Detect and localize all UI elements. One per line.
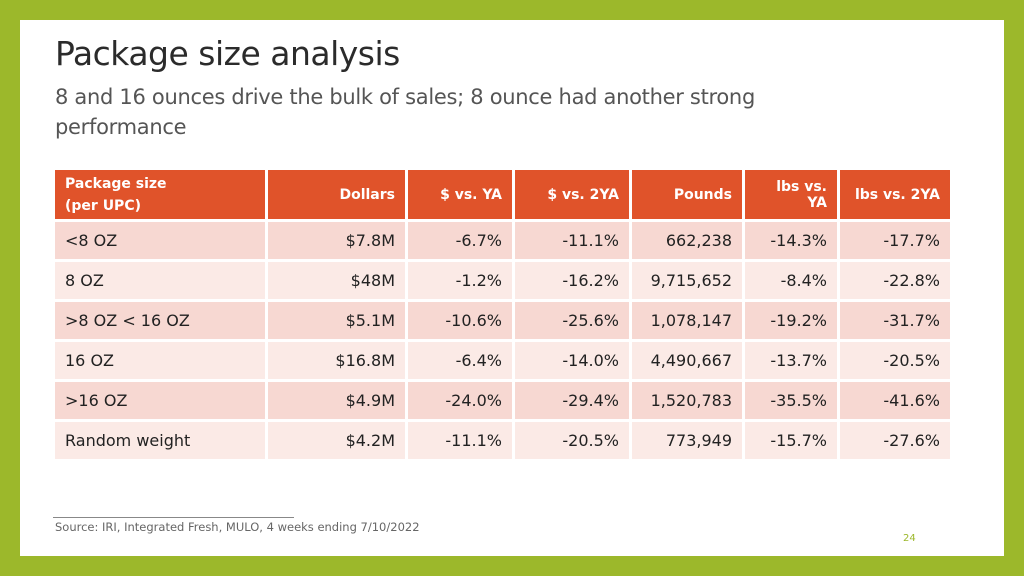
cell-size: 16 OZ: [55, 342, 265, 379]
cell-dollars-vs-ya: -11.1%: [408, 422, 512, 459]
cell-dollars-vs-2ya: -14.0%: [515, 342, 629, 379]
cell-dollars-vs-2ya: -25.6%: [515, 302, 629, 339]
table-row: 16 OZ $16.8M -6.4% -14.0% 4,490,667 -13.…: [55, 342, 950, 379]
cell-dollars: $4.2M: [268, 422, 405, 459]
cell-pounds: 1,520,783: [632, 382, 742, 419]
cell-pounds: 773,949: [632, 422, 742, 459]
cell-lbs-vs-2ya: -22.8%: [840, 262, 950, 299]
header-package-size-line1: Package size: [65, 175, 167, 192]
header-lbs-vs-ya: lbs vs. YA: [745, 170, 837, 219]
cell-dollars-vs-ya: -24.0%: [408, 382, 512, 419]
source-note: Source: IRI, Integrated Fresh, MULO, 4 w…: [55, 520, 420, 534]
cell-lbs-vs-2ya: -41.6%: [840, 382, 950, 419]
cell-pounds: 4,490,667: [632, 342, 742, 379]
table-row: >16 OZ $4.9M -24.0% -29.4% 1,520,783 -35…: [55, 382, 950, 419]
slide: Package size analysis 8 and 16 ounces dr…: [20, 20, 1004, 556]
cell-lbs-vs-ya: -19.2%: [745, 302, 837, 339]
header-dollars: Dollars: [268, 170, 405, 219]
cell-dollars: $4.9M: [268, 382, 405, 419]
table-row: <8 OZ $7.8M -6.7% -11.1% 662,238 -14.3% …: [55, 222, 950, 259]
header-package-size: Package size (per UPC): [55, 170, 265, 219]
table-row: 8 OZ $48M -1.2% -16.2% 9,715,652 -8.4% -…: [55, 262, 950, 299]
cell-dollars-vs-2ya: -20.5%: [515, 422, 629, 459]
cell-pounds: 9,715,652: [632, 262, 742, 299]
cell-size: <8 OZ: [55, 222, 265, 259]
cell-lbs-vs-ya: -8.4%: [745, 262, 837, 299]
cell-lbs-vs-2ya: -17.7%: [840, 222, 950, 259]
cell-lbs-vs-ya: -15.7%: [745, 422, 837, 459]
page-number: 24: [903, 533, 916, 544]
cell-lbs-vs-2ya: -20.5%: [840, 342, 950, 379]
footnote-divider: [53, 517, 294, 518]
cell-dollars: $7.8M: [268, 222, 405, 259]
cell-lbs-vs-2ya: -31.7%: [840, 302, 950, 339]
cell-size: 8 OZ: [55, 262, 265, 299]
cell-dollars: $16.8M: [268, 342, 405, 379]
cell-size: >16 OZ: [55, 382, 265, 419]
cell-dollars-vs-2ya: -29.4%: [515, 382, 629, 419]
cell-dollars-vs-ya: -6.7%: [408, 222, 512, 259]
cell-lbs-vs-ya: -35.5%: [745, 382, 837, 419]
page-subtitle: 8 and 16 ounces drive the bulk of sales;…: [55, 85, 755, 139]
cell-size: >8 OZ < 16 OZ: [55, 302, 265, 339]
header-dollars-vs-ya: $ vs. YA: [408, 170, 512, 219]
package-size-table: Package size (per UPC) Dollars $ vs. YA …: [52, 167, 953, 462]
cell-pounds: 1,078,147: [632, 302, 742, 339]
header-package-size-line2: (per UPC): [65, 197, 141, 214]
table-header-row: Package size (per UPC) Dollars $ vs. YA …: [55, 170, 950, 219]
cell-dollars: $5.1M: [268, 302, 405, 339]
header-dollars-vs-2ya: $ vs. 2YA: [515, 170, 629, 219]
table-row: >8 OZ < 16 OZ $5.1M -10.6% -25.6% 1,078,…: [55, 302, 950, 339]
cell-dollars-vs-2ya: -16.2%: [515, 262, 629, 299]
cell-lbs-vs-ya: -14.3%: [745, 222, 837, 259]
cell-dollars: $48M: [268, 262, 405, 299]
page-title: Package size analysis: [55, 34, 400, 73]
header-pounds: Pounds: [632, 170, 742, 219]
table-row: Random weight $4.2M -11.1% -20.5% 773,94…: [55, 422, 950, 459]
cell-dollars-vs-ya: -10.6%: [408, 302, 512, 339]
cell-lbs-vs-ya: -13.7%: [745, 342, 837, 379]
cell-dollars-vs-ya: -1.2%: [408, 262, 512, 299]
cell-dollars-vs-ya: -6.4%: [408, 342, 512, 379]
cell-dollars-vs-2ya: -11.1%: [515, 222, 629, 259]
header-lbs-vs-2ya: lbs vs. 2YA: [840, 170, 950, 219]
cell-pounds: 662,238: [632, 222, 742, 259]
cell-lbs-vs-2ya: -27.6%: [840, 422, 950, 459]
cell-size: Random weight: [55, 422, 265, 459]
